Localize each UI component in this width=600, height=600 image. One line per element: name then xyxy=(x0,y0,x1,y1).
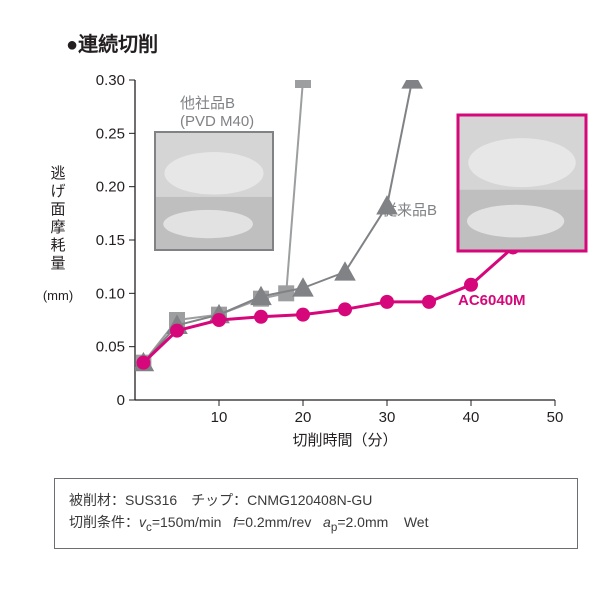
svg-text:他社品B: 他社品B xyxy=(180,95,235,112)
section-title: ●連続切削 xyxy=(66,28,158,57)
svg-text:(PVD M40): (PVD M40) xyxy=(180,113,254,130)
svg-text:量: 量 xyxy=(50,255,65,272)
svg-text:(mm): (mm) xyxy=(43,288,73,303)
svg-text:逃: 逃 xyxy=(50,165,65,182)
svg-text:50: 50 xyxy=(547,409,564,426)
svg-text:従来品B: 従来品B xyxy=(382,202,437,219)
svg-text:10: 10 xyxy=(211,409,228,426)
conditions-caption: 被削材：SUS316 チップ：CNMG120408N-GU 切削条件：vc=15… xyxy=(54,478,578,549)
svg-text:0.30: 0.30 xyxy=(96,72,125,89)
svg-text:40: 40 xyxy=(463,409,480,426)
svg-text:摩: 摩 xyxy=(50,218,65,236)
caption-line-2: 切削条件：vc=150m/min f=0.2mm/rev ap=2.0mm We… xyxy=(69,511,563,537)
svg-text:0.20: 0.20 xyxy=(96,179,125,196)
svg-text:耗: 耗 xyxy=(50,237,65,254)
svg-text:0.25: 0.25 xyxy=(96,125,125,142)
caption-line-1: 被削材：SUS316 チップ：CNMG120408N-GU xyxy=(69,489,563,511)
svg-text:げ: げ xyxy=(50,183,65,200)
wear-vs-time-chart: 10 20 30 40 50 0 0.05 0.10 0.15 0.20 0.25 0.30 切削時間（… xyxy=(40,60,590,460)
svg-text:20: 20 xyxy=(295,409,312,426)
wear-inset-b xyxy=(155,132,273,250)
wear-inset-ac6040m xyxy=(458,115,586,251)
svg-text:AC6040M: AC6040M xyxy=(458,292,526,309)
svg-text:面: 面 xyxy=(50,201,65,218)
svg-text:0.10: 0.10 xyxy=(96,285,125,302)
svg-text:0.15: 0.15 xyxy=(96,232,125,249)
svg-text:0.05: 0.05 xyxy=(96,339,125,356)
svg-text:切削時間（分）: 切削時間（分） xyxy=(292,432,397,449)
svg-text:0: 0 xyxy=(117,392,125,409)
svg-text:30: 30 xyxy=(379,409,396,426)
